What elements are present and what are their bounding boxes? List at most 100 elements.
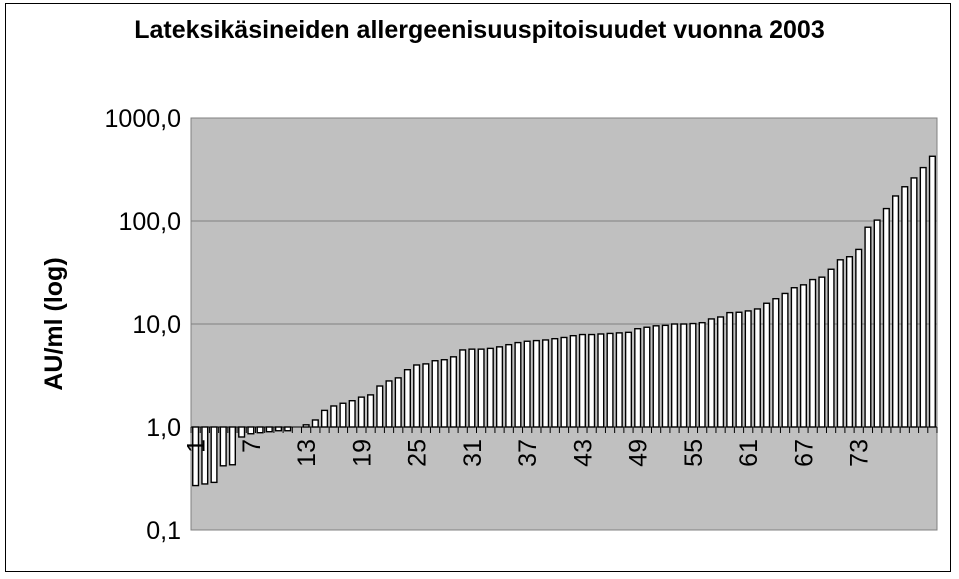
y-tick-label: 1,0 [146,414,181,442]
x-tick-labels: 1 7 13 19 25 31 37 43 49 55 61 67 73 [183,439,874,467]
x-tick-label: 19 [348,439,376,467]
bar [818,276,826,428]
bar [394,377,402,428]
bar [228,426,236,466]
bar [385,380,393,428]
y-tick-label: 10,0 [132,311,181,339]
bar [495,346,504,428]
bar [468,348,476,428]
bar [256,426,264,434]
bar [578,333,586,428]
bar [606,332,614,428]
bar [588,333,596,428]
bar [440,359,448,428]
bar [542,339,550,428]
y-tick-label: 1000,0 [105,105,181,133]
bar [514,341,522,428]
x-tick-label: 55 [680,439,708,467]
bar [348,400,356,428]
y-tick-label: 0,1 [146,517,181,545]
bar [670,323,679,428]
bar [238,426,246,438]
bar [210,426,218,484]
bar [569,334,577,428]
bar [873,219,881,428]
bar [901,186,909,428]
bar [717,316,725,428]
bar [919,166,927,428]
bar [790,287,798,428]
bar [624,331,633,428]
bar [367,394,375,428]
bar [799,284,808,428]
bar [459,349,467,428]
bar [357,396,365,428]
bar [486,347,494,428]
bar [413,364,421,428]
bar [763,302,771,428]
bar [339,402,347,428]
x-tick-label: 7 [238,439,266,453]
bar [219,426,227,467]
bar [449,356,458,428]
bar [827,268,835,428]
bar [615,332,623,428]
bar [311,419,319,428]
bar [698,321,706,428]
bar [634,328,642,428]
bar [726,311,734,428]
bar [422,363,430,428]
bar [753,308,761,428]
y-tick-labels: 1000,0 100,0 10,0 1,0 0,1 [105,105,181,545]
x-tick-marks [190,427,938,433]
bar [265,426,273,433]
bar [928,155,936,428]
bar [864,226,872,428]
bar [201,426,209,485]
x-tick-label: 37 [514,439,542,467]
x-tick-label: 49 [625,439,653,467]
bar [643,326,651,428]
bar [597,333,605,428]
bar [781,292,789,428]
bar [689,322,697,428]
bar [330,405,338,428]
bar [845,256,854,428]
bar [284,426,292,432]
bar [403,369,411,428]
bar [192,426,200,487]
x-tick-label: 1 [183,439,211,453]
y-axis-label: AU/ml (log) [40,257,68,390]
bar [431,360,439,428]
bar [735,311,743,428]
bar [836,259,844,428]
bar [707,318,715,428]
bar [320,409,329,428]
bar [477,348,485,428]
x-tick-label: 25 [404,439,432,467]
x-tick-label: 67 [790,439,818,467]
bar [855,248,863,428]
chart-title: Lateksikäsineiden allergeenisuuspitoisuu… [134,16,825,44]
bar [882,207,890,428]
bar [661,324,669,428]
x-tick-label: 43 [569,439,597,467]
bar [680,323,688,428]
bar [551,337,559,428]
bar [910,177,918,428]
bar [274,426,283,432]
bar [376,385,384,428]
bar [892,195,900,428]
bar [523,340,531,428]
x-tick-label: 73 [846,439,874,467]
x-tick-label: 31 [459,439,487,467]
x-tick-label: 13 [293,439,321,467]
y-tick-label: 100,0 [118,208,181,236]
bar [247,426,255,435]
bar [744,310,752,428]
bar [532,339,540,428]
bar [652,325,660,428]
bar [772,298,780,428]
x-tick-label: 61 [735,439,763,467]
